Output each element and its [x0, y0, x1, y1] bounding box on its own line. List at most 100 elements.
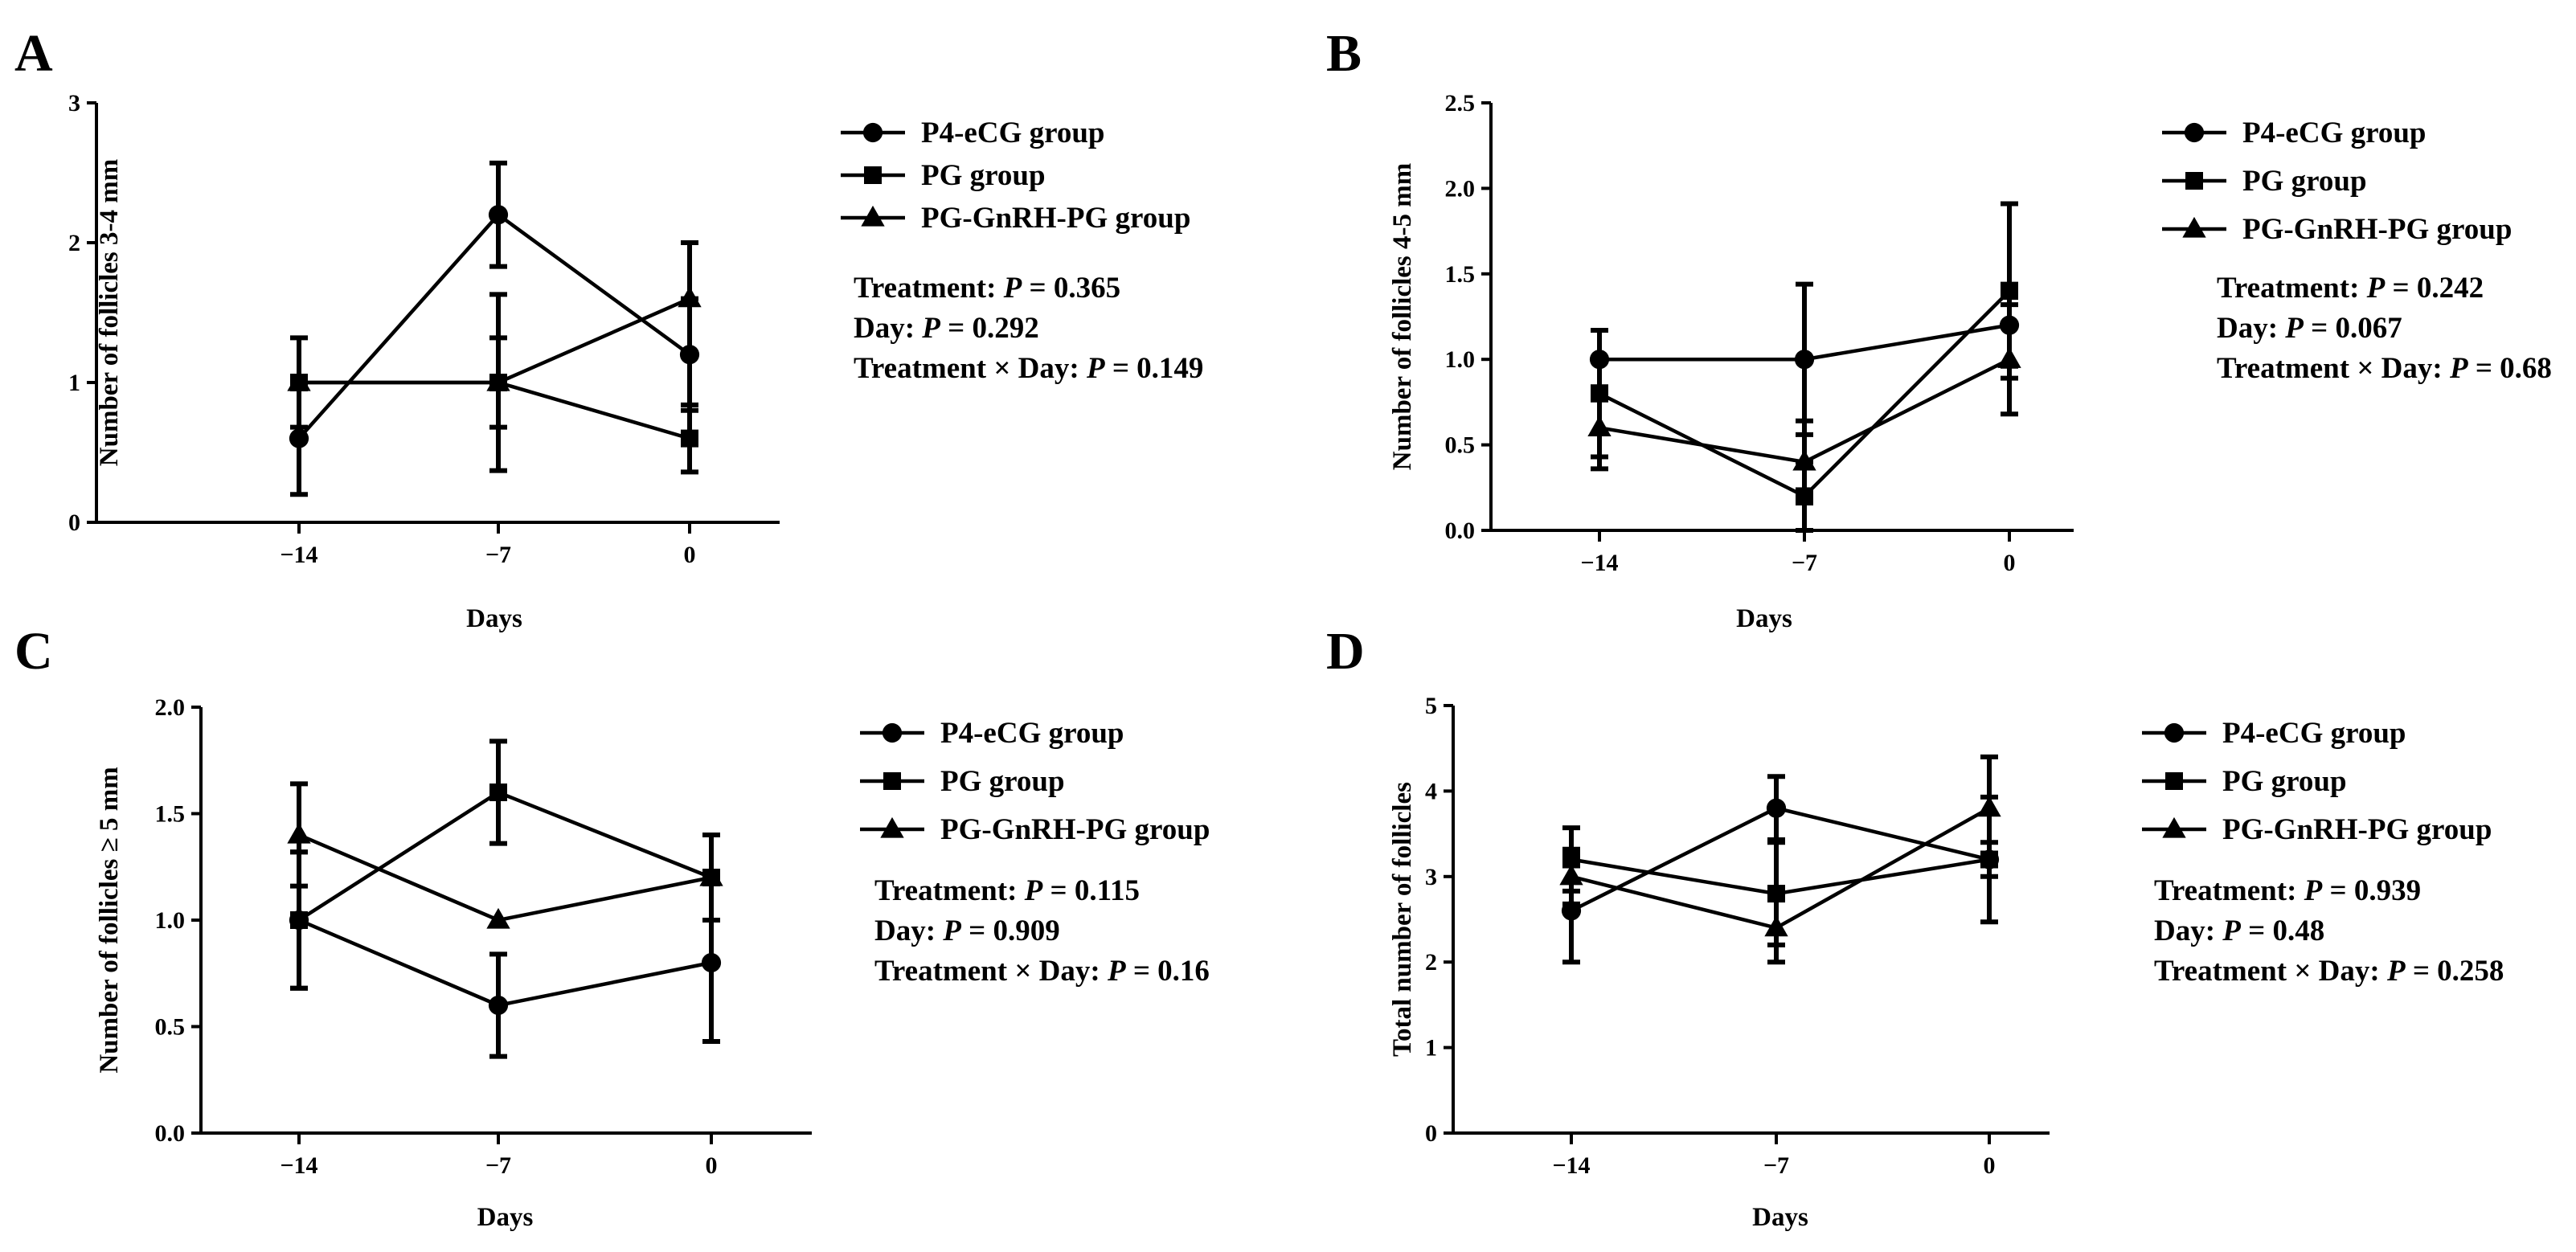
legend-label: PG-GnRH-PG group	[940, 813, 1210, 846]
stats-day: Day: P = 0.067	[2217, 312, 2402, 345]
stats-interaction: Treatment × Day: P = 0.68	[2217, 352, 2552, 385]
stats-label: Treatment × Day:	[854, 352, 1087, 385]
series-triangle	[1587, 302, 2021, 505]
series-line	[297, 790, 712, 922]
y-tick-label: 1.5	[155, 801, 186, 828]
y-tick-label: 1	[68, 370, 80, 396]
data-point-circle	[1794, 350, 1815, 370]
stats-day: Day: P = 0.292	[854, 312, 1039, 345]
y-axis-title: Total number of follicles	[1388, 782, 1417, 1057]
stats-label: Treatment:	[854, 272, 1004, 305]
p-value: = 0.909	[961, 914, 1060, 947]
data-point-triangle	[1792, 449, 1816, 471]
data-point-triangle	[699, 865, 723, 886]
p-symbol: P	[1107, 955, 1126, 988]
legend-label: PG-GnRH-PG group	[2242, 213, 2512, 246]
series-line	[298, 918, 712, 1008]
p-symbol: P	[2449, 352, 2468, 385]
x-tick-label: −14	[280, 542, 317, 568]
stats-block: Treatment: P = 0.365 Day: P = 0.292 Treatm…	[854, 272, 1203, 385]
data-point-triangle	[1977, 796, 2001, 817]
data-point-triangle	[1764, 915, 1788, 937]
p-value: = 0.16	[1126, 955, 1210, 988]
y-tick-label: 4	[1425, 778, 1437, 804]
legend-marker-square	[2185, 172, 2203, 190]
data-point-triangle	[486, 370, 510, 391]
stats-label: Treatment × Day:	[874, 955, 1108, 988]
stats-treatment: Treatment: P = 0.939	[2154, 874, 2421, 907]
stats-label: Day:	[854, 312, 922, 345]
series-triangle	[1559, 754, 2001, 965]
x-tick-label: −14	[1580, 550, 1618, 576]
legend-label: PG-GnRH-PG group	[2222, 813, 2492, 846]
data-point-square	[681, 429, 698, 448]
data-point-triangle	[287, 370, 311, 391]
series-circle	[289, 849, 722, 1059]
legend: P4-eCG group PG group PG-GnRH-PG group	[841, 117, 1190, 235]
legend-label: P4-eCG group	[921, 117, 1105, 149]
x-tick-label: −14	[280, 1152, 317, 1179]
x-axis-title: Days	[1736, 604, 1792, 633]
p-symbol: P	[2386, 955, 2406, 988]
y-tick-label: 2.0	[1445, 175, 1476, 202]
stats-day: Day: P = 0.909	[874, 914, 1060, 947]
legend-marker-circle	[2164, 722, 2185, 743]
series-line	[298, 833, 712, 923]
p-symbol: P	[1086, 352, 1105, 385]
y-tick-label: 0.5	[1445, 432, 1476, 459]
stats-label: Treatment:	[2154, 874, 2304, 907]
y-tick-label: 0.5	[155, 1014, 186, 1041]
x-tick-label: 0	[706, 1152, 718, 1179]
data-point-triangle	[287, 822, 311, 844]
legend-label: PG group	[2242, 165, 2367, 198]
data-point-square	[2001, 282, 2018, 301]
data-point-circle	[289, 428, 309, 448]
y-tick-label: 1.0	[1445, 346, 1476, 373]
legend-label: PG group	[921, 159, 1046, 192]
x-tick-label: −7	[1792, 550, 1817, 576]
stats-treatment: Treatment: P = 0.242	[2217, 272, 2484, 305]
panel-letter: A	[14, 24, 53, 83]
data-point-circle	[488, 995, 509, 1016]
y-tick-label: 1	[1425, 1035, 1437, 1062]
y-tick-label: 2	[1425, 949, 1437, 976]
y-tick-label: 2	[68, 230, 80, 256]
legend-marker-circle	[862, 122, 883, 143]
y-tick-label: 0	[1425, 1120, 1437, 1147]
p-value: = 0.067	[2304, 312, 2402, 345]
series-line	[297, 212, 691, 440]
stats-label: Treatment × Day:	[2154, 955, 2387, 988]
stats-treatment: Treatment: P = 0.365	[854, 272, 1120, 305]
legend-marker-triangle	[2182, 216, 2206, 238]
data-point-circle	[1766, 798, 1787, 818]
p-symbol: P	[942, 914, 961, 947]
legend: P4-eCG group PG group PG-GnRH-PG group	[2162, 117, 2512, 246]
y-tick-label: 0.0	[1445, 518, 1476, 544]
x-tick-label: −7	[1763, 1152, 1789, 1179]
legend-label: P4-eCG group	[2222, 717, 2406, 750]
legend: P4-eCG group PG group PG-GnRH-PG group	[2142, 717, 2492, 846]
p-symbol: P	[921, 312, 940, 345]
y-axis-title: Number of follicles 3-4 mm	[95, 159, 124, 466]
series-triangle	[287, 781, 723, 929]
data-point-square	[489, 784, 507, 801]
stats-interaction: Treatment × Day: P = 0.258	[2154, 955, 2504, 988]
stats-label: Day:	[2154, 914, 2222, 947]
stats-label: Day:	[874, 914, 943, 947]
stats-block: Treatment: P = 0.242 Day: P = 0.067 Treatm…	[2217, 272, 2552, 385]
x-tick-label: 0	[1984, 1152, 1996, 1179]
stats-label: Treatment:	[874, 874, 1025, 907]
y-tick-label: 2.5	[1445, 90, 1476, 117]
y-tick-label: 3	[1425, 864, 1437, 890]
legend-marker-square	[864, 166, 882, 184]
data-point-triangle	[486, 907, 510, 929]
y-axis-title: Number of follicles 4-5 mm	[1388, 163, 1417, 470]
stats-day: Day: P = 0.48	[2154, 914, 2324, 947]
p-symbol: P	[2366, 272, 2386, 305]
p-symbol: P	[2222, 914, 2241, 947]
x-tick-label: −7	[485, 542, 511, 568]
data-point-circle	[701, 952, 722, 973]
data-point-triangle	[1587, 415, 1612, 436]
legend-label: P4-eCG group	[2242, 117, 2427, 149]
